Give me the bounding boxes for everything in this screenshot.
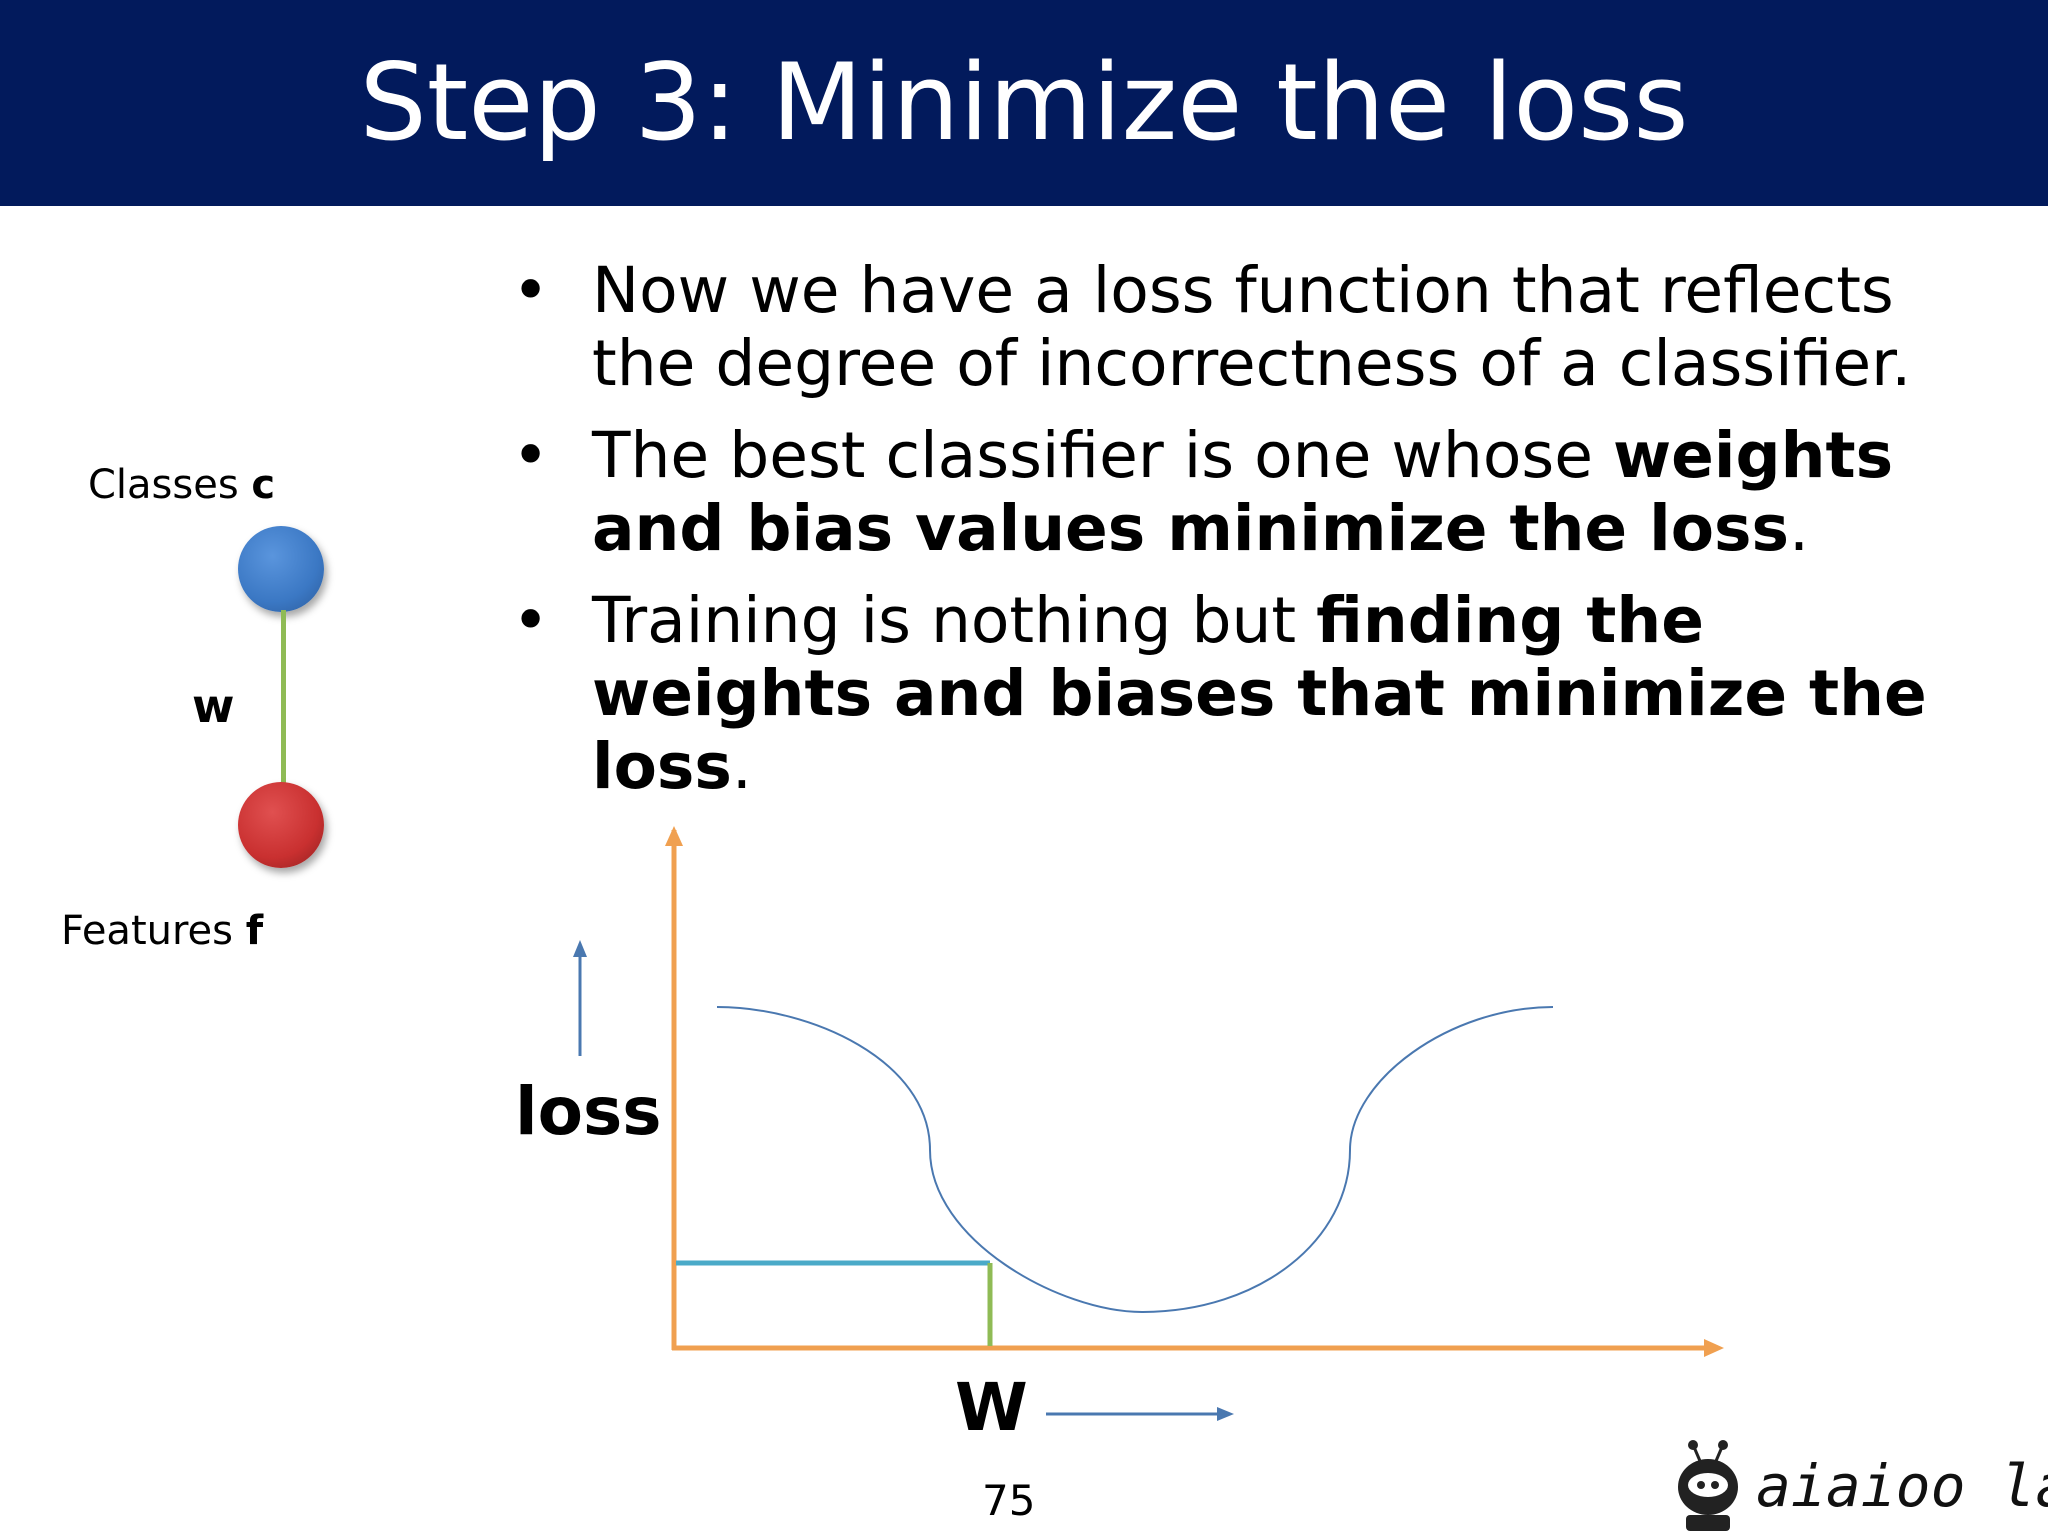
bullet-2: • The best classifier is one whose weigh… [512,419,1932,565]
y-axis-arrowhead-icon [665,826,683,846]
features-label-text: Features [61,908,246,954]
page-number: 75 [982,1476,1036,1525]
classes-var: c [251,462,276,508]
classes-label: Classes c [88,461,275,509]
bullet-1: • Now we have a loss function that refle… [512,254,1932,400]
weight-edge [281,610,286,790]
title-bar: Step 3: Minimize the loss [0,0,2048,206]
bullet-2-text-bold: weights and bias values minimize the los… [592,419,1894,565]
x-axis-label: W [955,1369,1028,1446]
robot-icon [1678,1440,1738,1531]
features-var: f [245,908,264,954]
bullet-2-text-a: The best classifier is one whose [592,419,1613,492]
bullet-3-text-c: . [731,730,752,803]
bullet-dot-icon: • [512,254,550,327]
brand-logo: aiaioo labs [1670,1435,2048,1536]
features-label: Features f [61,907,263,955]
loss-direction-arrowhead-icon [573,940,587,957]
class-node [238,526,324,612]
x-axis-arrowhead-icon [1704,1339,1724,1357]
bullet-3-text-bold: finding the weights and biases that mini… [592,584,1927,803]
brand-name: aiaioo labs [1756,1452,2048,1520]
feature-node [238,782,324,868]
bullet-2-text-c: . [1788,492,1810,565]
w-direction-arrowhead-icon [1217,1407,1234,1421]
classes-label-text: Classes [88,462,252,508]
bullet-1-text: Now we have a loss function that reflect… [592,254,1912,400]
bullet-list: • Now we have a loss function that refle… [512,254,1932,822]
slide-title: Step 3: Minimize the loss [359,41,1689,164]
y-axis-label: loss [515,1073,662,1150]
bullet-3-text-a: Training is nothing but [592,584,1317,657]
weight-label: w [192,679,235,733]
bullet-dot-icon: • [512,419,550,492]
bullet-dot-icon: • [512,584,550,657]
loss-curve [716,1006,1554,1314]
bullet-3: • Training is nothing but finding the we… [512,584,1932,803]
